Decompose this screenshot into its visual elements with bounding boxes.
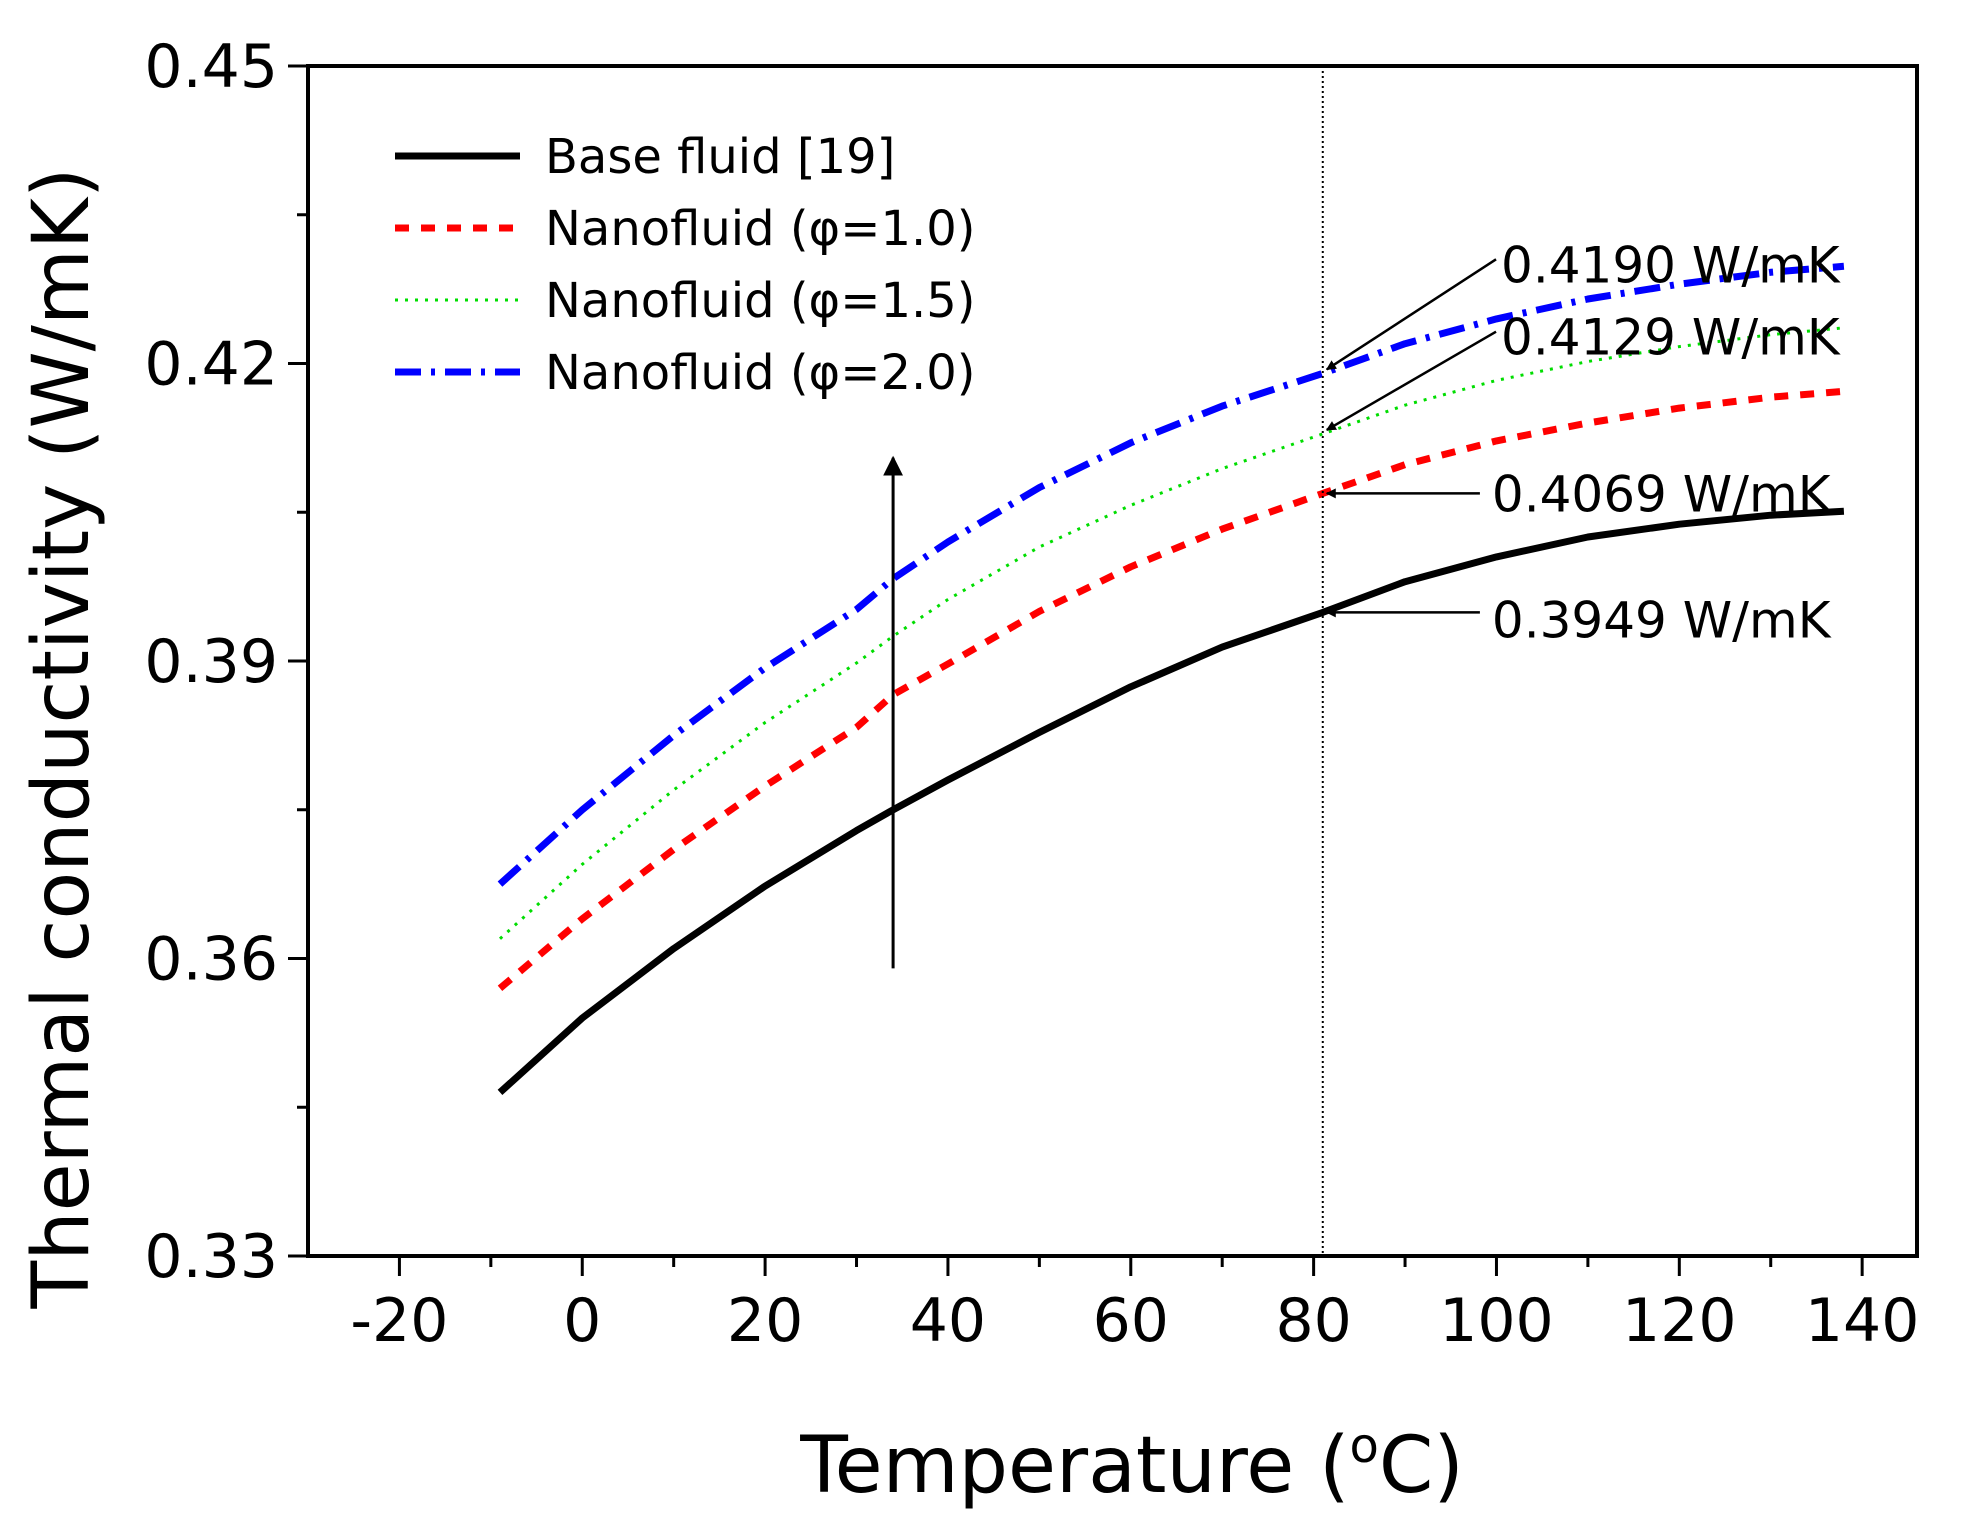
annotation-arrow-0 — [1325, 258, 1497, 371]
x-tick-label: 0 — [563, 1286, 601, 1356]
y-tick-label: 0.33 — [144, 1222, 278, 1292]
annotation-arrow-1 — [1325, 330, 1497, 431]
annotation-label-3: 0.3949 W/mK — [1492, 591, 1832, 649]
x-tick-labels: -20 0 20 40 60 80 100 120 140 — [350, 1286, 1919, 1356]
x-tick-label: 140 — [1805, 1286, 1920, 1356]
x-tick-label: 120 — [1622, 1286, 1737, 1356]
series-line-0 — [497, 507, 1845, 1095]
y-tick-label: 0.36 — [144, 925, 278, 995]
guide-layer — [883, 66, 1324, 1256]
legend-label-0: Base fluid [19] — [545, 129, 895, 185]
x-axis-title-unit: C) — [1379, 1421, 1464, 1511]
y-tick-label: 0.39 — [144, 627, 278, 697]
x-axis-title-text: Temperature ( — [799, 1421, 1349, 1511]
x-axis-title: Temperature (oC) — [799, 1418, 1464, 1511]
y-tick-label: 0.45 — [144, 32, 278, 102]
y-axis-title: Thermal conductivity (W/mK) — [17, 168, 107, 1310]
annotation-label-1: 0.4129 W/mK — [1501, 309, 1841, 367]
x-tick-label: 40 — [910, 1286, 986, 1356]
legend: Base fluid [19] Nanofluid (φ=1.0) Nanoflui… — [395, 129, 976, 401]
x-axis-title-superscript: o — [1350, 1418, 1379, 1474]
x-tick-label: -20 — [350, 1286, 448, 1356]
annotation-label-2: 0.4069 W/mK — [1492, 465, 1832, 523]
series-line-3 — [497, 262, 1845, 887]
annotation-label-0: 0.4190 W/mK — [1501, 236, 1841, 294]
x-tick-label: 60 — [1093, 1286, 1169, 1356]
legend-label-1: Nanofluid (φ=1.0) — [545, 201, 976, 257]
y-tick-labels: 0.33 0.36 0.39 0.42 0.45 — [144, 32, 278, 1292]
x-tick-label: 80 — [1275, 1286, 1351, 1356]
annotation-layer: 0.4190 W/mK 0.4129 W/mK 0.4069 W/mK 0.3949 … — [1325, 236, 1841, 649]
tick-layer — [288, 64, 1864, 1276]
series-line-1 — [497, 387, 1845, 991]
series-layer — [497, 262, 1845, 1095]
legend-label-2: Nanofluid (φ=1.5) — [545, 273, 976, 329]
legend-label-3: Nanofluid (φ=2.0) — [545, 345, 976, 401]
x-tick-label: 20 — [727, 1286, 803, 1356]
x-tick-label: 100 — [1439, 1286, 1554, 1356]
y-tick-label: 0.42 — [144, 330, 278, 400]
